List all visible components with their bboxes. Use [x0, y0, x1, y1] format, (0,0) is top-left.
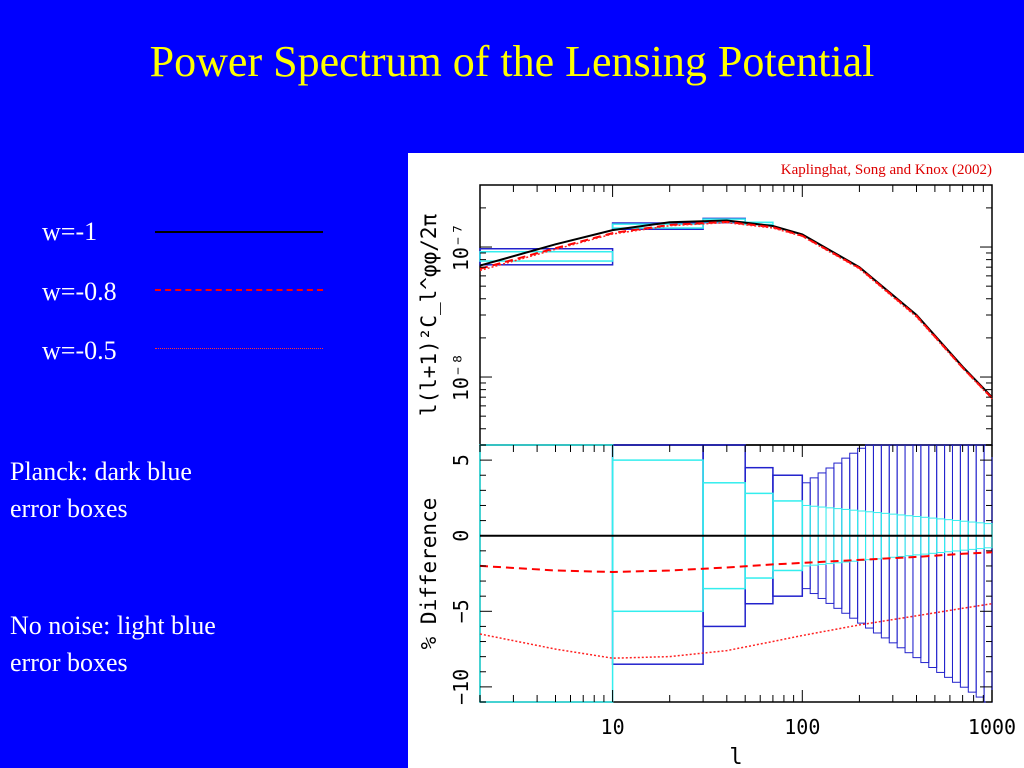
legend-line-solid	[155, 231, 323, 233]
bottom-series-2	[479, 602, 993, 659]
top-y-tick-label-1: 10⁻⁸	[449, 353, 473, 401]
planck-note: Planck: dark blue error boxes	[10, 453, 310, 527]
planck-note-line-2: error boxes	[10, 494, 128, 523]
bottom-planck-box-4-19	[951, 444, 961, 683]
bottom-planck-box-4-9	[872, 444, 882, 634]
bottom-y-tick-label-3: 5	[449, 454, 473, 466]
x-axis-label: l	[729, 745, 742, 768]
bottom-y-tick-label-0: −10	[449, 669, 473, 705]
planck-note-line-1: Planck: dark blue	[10, 457, 192, 486]
bottom-planck-box-4-18	[944, 444, 953, 678]
x-tick-label-0: 10	[601, 715, 625, 739]
bottom-y-axis-label: % Difference	[417, 498, 441, 650]
no-noise-note-line-1: No noise: light blue	[10, 611, 216, 640]
bottom-y-tick-label-2: 0	[449, 530, 473, 542]
top-series-1	[479, 220, 993, 399]
legend-label-w-minus-0-8: w=-0.8	[42, 277, 117, 306]
bottom-planck-box-4-20	[959, 444, 969, 688]
top-y-tick-label-0: 10⁻⁷	[449, 223, 473, 271]
bottom-planck-box-0	[611, 444, 704, 665]
legend-line-dotted	[155, 348, 323, 349]
bottom-y-tick-label-1: −5	[449, 599, 473, 623]
no-noise-note: No noise: light blue error boxes	[10, 607, 310, 681]
bottom-planck-box-4-10	[880, 444, 890, 639]
no-noise-note-line-2: error boxes	[10, 648, 128, 677]
bottom-planck-box-4-11	[888, 444, 898, 644]
x-tick-label-2: 1000	[968, 715, 1016, 739]
legend-label-w-minus-1: w=-1	[42, 217, 98, 246]
bottom-panel-frame	[479, 444, 993, 703]
bottom-planck-box-4-17	[936, 444, 946, 673]
top-y-axis-label: l(l+1)²C_l^φφ/2π	[417, 214, 441, 417]
bottom-planck-box-4-22	[975, 444, 985, 698]
bottom-planck-box-4-13	[904, 444, 914, 654]
bottom-planck-box-4-23	[983, 444, 993, 703]
legend-line-dashed	[155, 289, 323, 291]
bottom-planck-box-4-21	[967, 444, 977, 693]
legend-label-w-minus-0-5: w=-0.5	[42, 336, 117, 365]
x-tick-label-1: 100	[784, 715, 820, 739]
citation: Kaplinghat, Song and Knox (2002)	[780, 162, 992, 178]
top-series-2	[479, 221, 993, 400]
bottom-series-1	[479, 551, 993, 574]
bottom-no-noise-box-0	[479, 444, 614, 703]
top-series-0	[479, 219, 993, 398]
figure-panel: Kaplinghat, Song and Knox (2002) 10 100 10…	[408, 153, 1024, 768]
slide-title: Power Spectrum of the Lensing Potential	[149, 37, 875, 86]
bottom-planck-box-4-14	[912, 444, 922, 659]
chart-svg: 10 100 1000 l 10⁻⁷ 10⁻⁸ l(l+1)²C_l^φφ/2π −10 −5 0…	[417, 184, 1016, 768]
